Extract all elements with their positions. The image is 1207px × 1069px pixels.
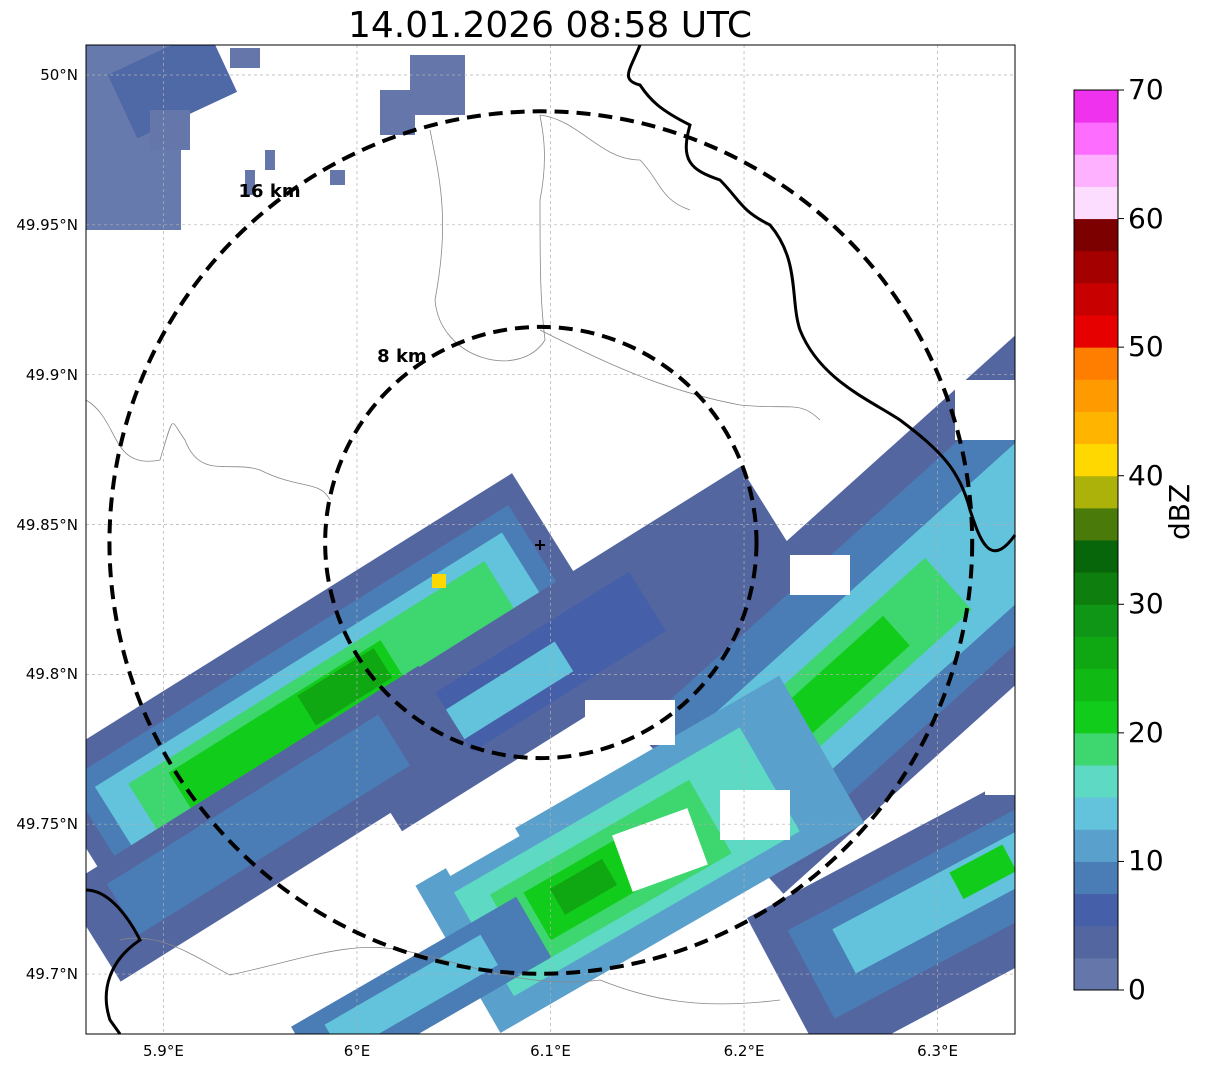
colorbar-segment (1074, 829, 1118, 862)
range-ring-label: 16 km (238, 181, 301, 203)
rain-band-bottom (291, 896, 552, 1034)
colorbar-segment (1074, 540, 1118, 573)
colorbar-unit-label: dBZ (1163, 483, 1196, 540)
lat-tick-label: 49.9°N (25, 365, 78, 384)
colorbar-tick-label: 10 (1128, 844, 1164, 878)
colorbar-segment (1074, 957, 1118, 991)
range-ring (107, 109, 975, 976)
colorbar-segment (1074, 507, 1118, 541)
colorbar-segment (1074, 861, 1118, 895)
colorbar-tick-label: 20 (1128, 715, 1164, 749)
colorbar-segment (1074, 636, 1118, 670)
colorbar-segment (1074, 379, 1118, 412)
range-ring-label: 8 km (377, 346, 427, 368)
colorbar-segment (1074, 700, 1118, 734)
colorbar-segment (1074, 250, 1118, 284)
colorbar-tick-label: 70 (1128, 73, 1164, 106)
colorbar-segment (1074, 90, 1118, 123)
lat-tick-label: 49.95°N (16, 215, 78, 234)
high-reflectivity-spot (432, 574, 446, 588)
colorbar-segment (1074, 218, 1118, 252)
lat-tick-label: 49.75°N (16, 815, 78, 834)
regional-border (85, 399, 331, 501)
range-rings (107, 109, 975, 976)
lat-tick-label: 50°N (40, 65, 78, 84)
colorbar-segment (1074, 668, 1118, 702)
colorbar-segment (1074, 443, 1118, 477)
radar-site-marker (535, 540, 545, 550)
lon-tick-label: 6.1°E (530, 1042, 571, 1060)
map-frame (85, 44, 1016, 1035)
country-border (85, 888, 142, 1035)
colorbar-segment (1074, 122, 1118, 155)
colorbar-tick-label: 60 (1128, 201, 1164, 235)
colorbar-segment (1074, 186, 1118, 220)
colorbar-segment (1074, 154, 1118, 187)
echo-gaps (420, 380, 1015, 892)
lat-tick-label: 49.7°N (25, 965, 78, 984)
page-title: 14.01.2026 08:58 UTC (347, 5, 753, 46)
colorbar-segment (1074, 604, 1118, 637)
lon-tick-label: 5.9°E (142, 1042, 184, 1060)
colorbar-segment (1074, 315, 1118, 348)
gridlines (86, 45, 1015, 1034)
colorbar-frame (1073, 89, 1119, 991)
colorbar-segment (1074, 893, 1118, 927)
lon-tick-label: 6°E (343, 1042, 371, 1060)
reflectivity-layer (86, 45, 1015, 1034)
lat-tick-label: 49.85°N (16, 515, 78, 534)
regional-border (539, 329, 821, 421)
colorbar-tick-label: 50 (1128, 330, 1164, 364)
regional-border (539, 114, 691, 211)
range-ring (323, 324, 759, 761)
lon-tick-label: 6.2°E (723, 1042, 765, 1060)
colorbar-segment (1074, 765, 1118, 798)
regional-border (429, 114, 546, 362)
colorbar-segment (1074, 475, 1118, 509)
colorbar-segment (1074, 797, 1118, 830)
rain-cells-northwest (86, 45, 465, 230)
colorbar-segment (1074, 347, 1118, 380)
rain-band-far-southwest (86, 665, 477, 982)
lat-tick-label: 49.8°N (25, 665, 78, 684)
colorbar-segment (1074, 925, 1118, 959)
colorbar-segment (1074, 411, 1118, 445)
colorbar-segment (1074, 572, 1118, 605)
colorbar-tick-label: 40 (1128, 458, 1164, 492)
country-border (627, 44, 1017, 553)
border-lines (85, 44, 1017, 1035)
colorbar-tick-label: 30 (1128, 587, 1164, 621)
colorbar-segment (1074, 282, 1118, 316)
colorbar-tick-label: 0 (1128, 973, 1146, 1006)
colorbar-segment (1074, 732, 1118, 766)
lon-tick-label: 6.3°E (917, 1042, 958, 1060)
rain-band-southeast (747, 720, 1015, 1034)
